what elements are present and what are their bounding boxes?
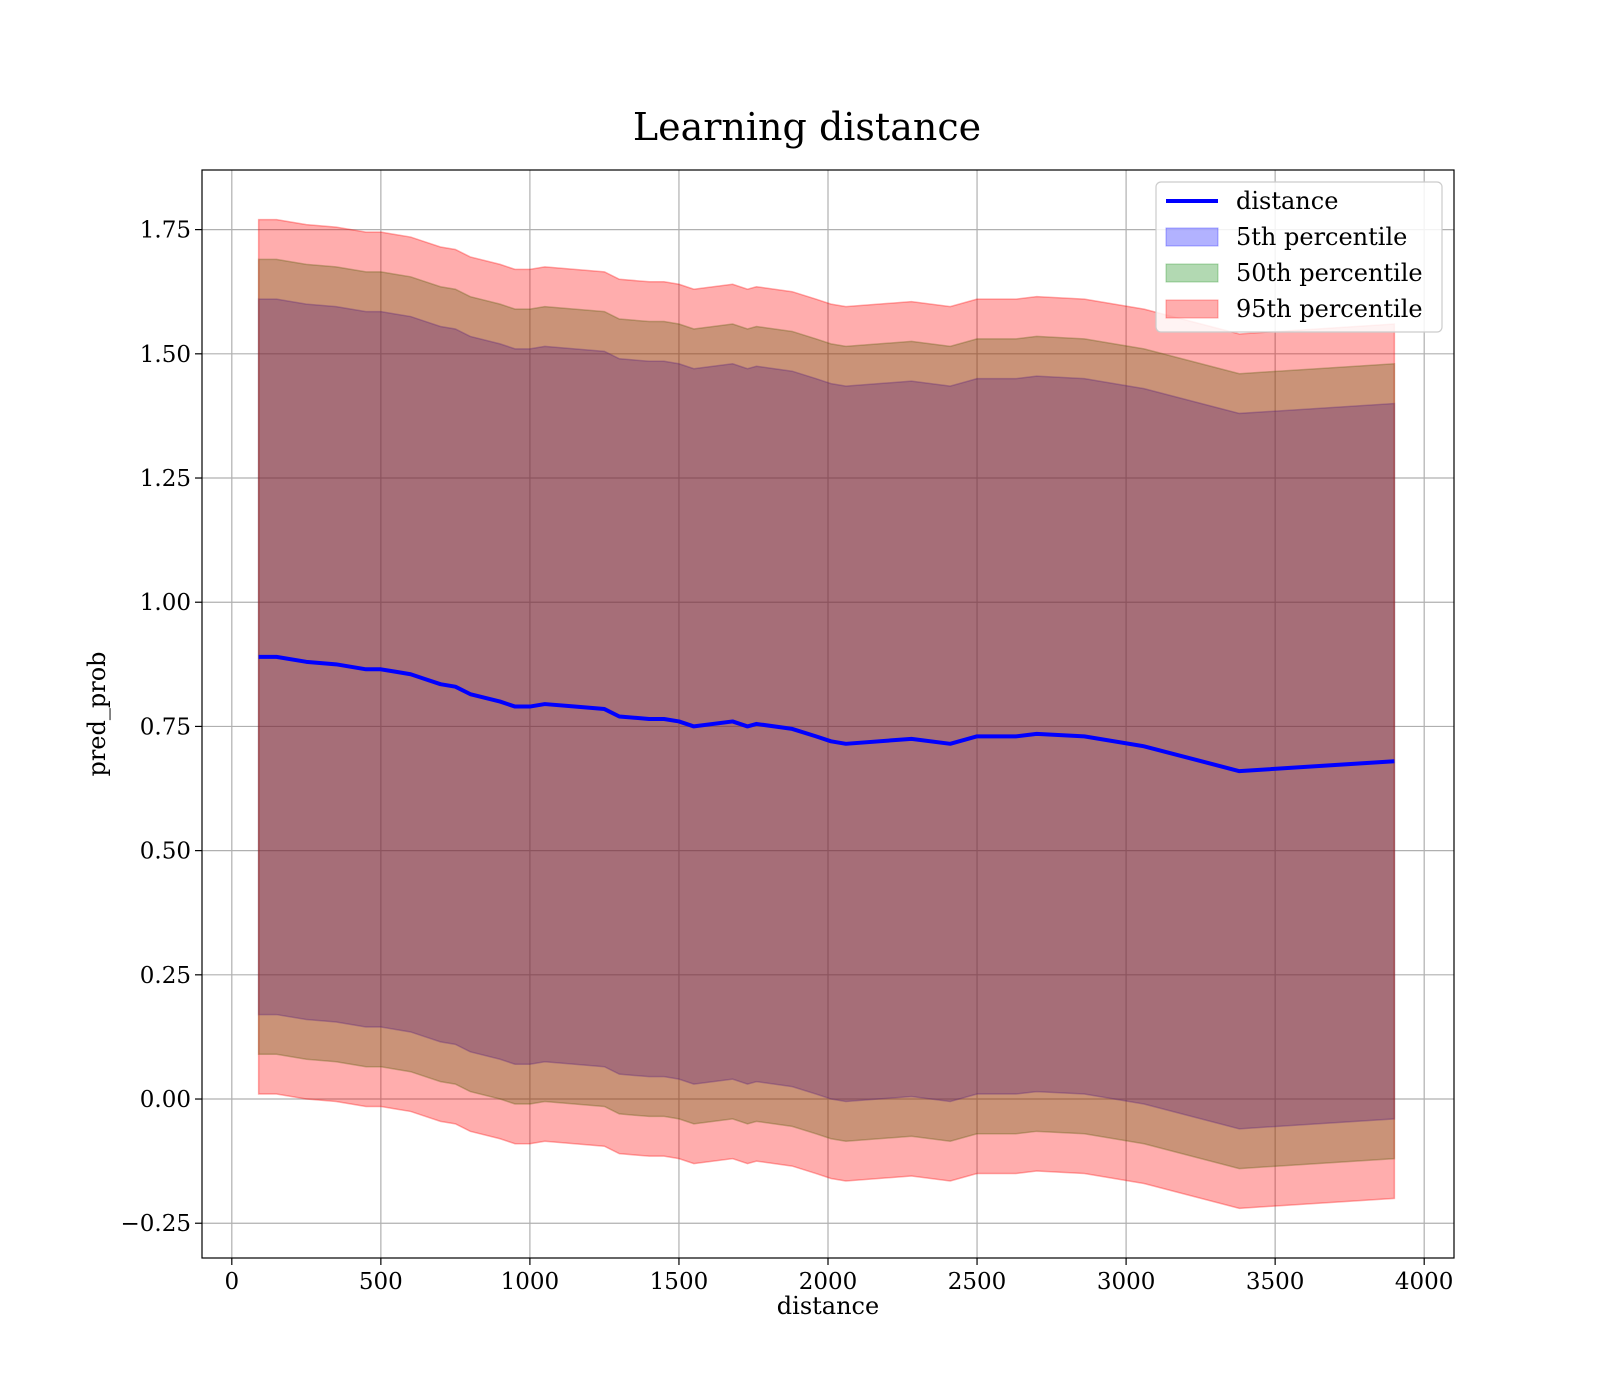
legend-label: 5th percentile — [1236, 223, 1407, 251]
distance-series-line — [258, 654, 1395, 774]
x-tick-label: 4000 — [1395, 1269, 1454, 1295]
grid — [202, 170, 1454, 1258]
x-tick-label: 1500 — [650, 1269, 709, 1295]
x-tick-label: 2000 — [799, 1269, 858, 1295]
legend: distance 5th percentile 50th percentile 95t… — [1155, 181, 1443, 333]
chart-title: Learning distance — [633, 105, 981, 149]
legend-box — [1155, 181, 1443, 333]
distance-line-layer — [258, 654, 1395, 774]
x-tick-label: 2500 — [948, 1269, 1007, 1295]
95th-percentile-band — [257, 218, 1396, 1210]
legend-swatch-95th-percentile — [1165, 299, 1219, 319]
legend-label: 95th percentile — [1236, 295, 1423, 323]
legend-swatch-5th-percentile — [1165, 227, 1219, 247]
y-tick-label: 0.50 — [140, 839, 191, 865]
x-tick-label: 3000 — [1097, 1269, 1156, 1295]
y-tick-label: 0.25 — [140, 963, 191, 989]
legend-label: 50th percentile — [1236, 259, 1423, 287]
x-axis-label: distance — [777, 1292, 879, 1320]
y-tick-label: 0.00 — [140, 1087, 191, 1113]
5th-percentile-band — [257, 298, 1396, 1130]
x-tick-label: 3500 — [1246, 1269, 1305, 1295]
y-tick-label: 0.75 — [140, 714, 191, 740]
y-tick-label: 1.00 — [140, 590, 191, 616]
x-tick-label: 0 — [224, 1269, 239, 1295]
y-axis-label: pred_prob — [83, 651, 111, 776]
y-tick-label: −0.25 — [121, 1211, 191, 1237]
x-tick-label: 1000 — [501, 1269, 560, 1295]
axis-ticks: 0 500 1000 1500 2000 2500 3000 3500 4000 −0.25 0.0… — [121, 218, 1454, 1295]
legend-label: distance — [1236, 187, 1338, 215]
x-tick-label: 500 — [359, 1269, 403, 1295]
y-tick-label: 1.25 — [140, 466, 191, 492]
percentile-bands — [257, 218, 1396, 1210]
y-tick-label: 1.50 — [140, 342, 191, 368]
legend-swatch-50th-percentile — [1165, 263, 1219, 283]
50th-percentile-band — [257, 258, 1396, 1170]
y-tick-label: 1.75 — [140, 218, 191, 244]
